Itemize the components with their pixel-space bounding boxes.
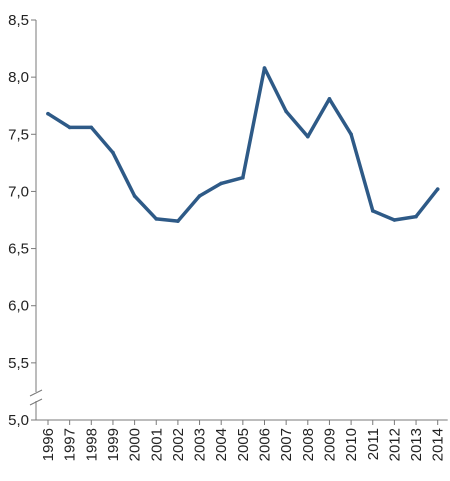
y-axis: 5,0 5,5 6,0 6,5 7,0 7,5 8,0 8,5: [8, 12, 43, 429]
x-tick-label: 1998: [83, 428, 100, 461]
y-tick-label: 6,0: [8, 298, 29, 315]
data-point: [306, 134, 310, 139]
data-point: [46, 111, 50, 116]
data-point: [392, 218, 397, 222]
data-point: [176, 219, 180, 223]
x-tick-label: 2008: [300, 428, 317, 461]
data-point: [89, 125, 94, 130]
series-layer: [46, 66, 440, 223]
y-tick-label: 5,0: [8, 412, 29, 429]
x-tick-label: 2013: [408, 428, 425, 461]
data-point: [67, 125, 72, 130]
data-point: [370, 209, 375, 213]
x-tick-label: 2006: [257, 428, 274, 461]
series-line: [46, 66, 440, 223]
data-point: [327, 97, 332, 101]
data-point: [284, 109, 288, 114]
data-point: [262, 66, 267, 70]
data-point: [414, 214, 418, 219]
y-tick-label: 6,5: [8, 241, 29, 258]
x-tick-label: 2011: [365, 428, 382, 460]
x-tick-label: 2003: [192, 428, 209, 461]
y-tick-label: 8,0: [8, 69, 29, 86]
y-axis-break-mark-upper: [29, 389, 43, 397]
x-axis: 1996 1997 1998 1999 2000 2001 2002 2003 2004 2005…: [36, 419, 448, 461]
y-tick-label: 8,5: [8, 12, 29, 29]
x-tick-label: 1996: [40, 428, 57, 461]
data-point: [349, 132, 353, 137]
data-point: [241, 175, 245, 180]
x-tick-label: 2014: [430, 428, 447, 461]
y-tick-label: 7,0: [8, 183, 29, 200]
x-tick-label: 2009: [321, 428, 338, 461]
x-tick-label: 2005: [235, 428, 252, 461]
data-point: [219, 181, 223, 186]
data-point: [154, 217, 159, 221]
x-tick-label: 2002: [170, 428, 187, 461]
x-tick-label: 2010: [343, 428, 360, 461]
x-tick-label: 2007: [278, 428, 295, 461]
x-tick-label: 2001: [148, 428, 165, 461]
x-tick-label: 2004: [213, 428, 230, 461]
y-axis-break-mark-lower: [29, 398, 43, 406]
data-point: [435, 187, 440, 191]
y-tick-label: 7,5: [8, 126, 29, 143]
y-tick-label: 5,5: [8, 355, 29, 372]
x-tick-label: 1997: [62, 428, 79, 461]
x-tick-label: 1999: [105, 428, 122, 461]
x-tick-label: 2000: [127, 428, 144, 461]
data-point: [197, 194, 202, 198]
data-point: [111, 150, 115, 155]
data-point: [132, 194, 137, 198]
x-tick-label: 2012: [386, 428, 403, 461]
